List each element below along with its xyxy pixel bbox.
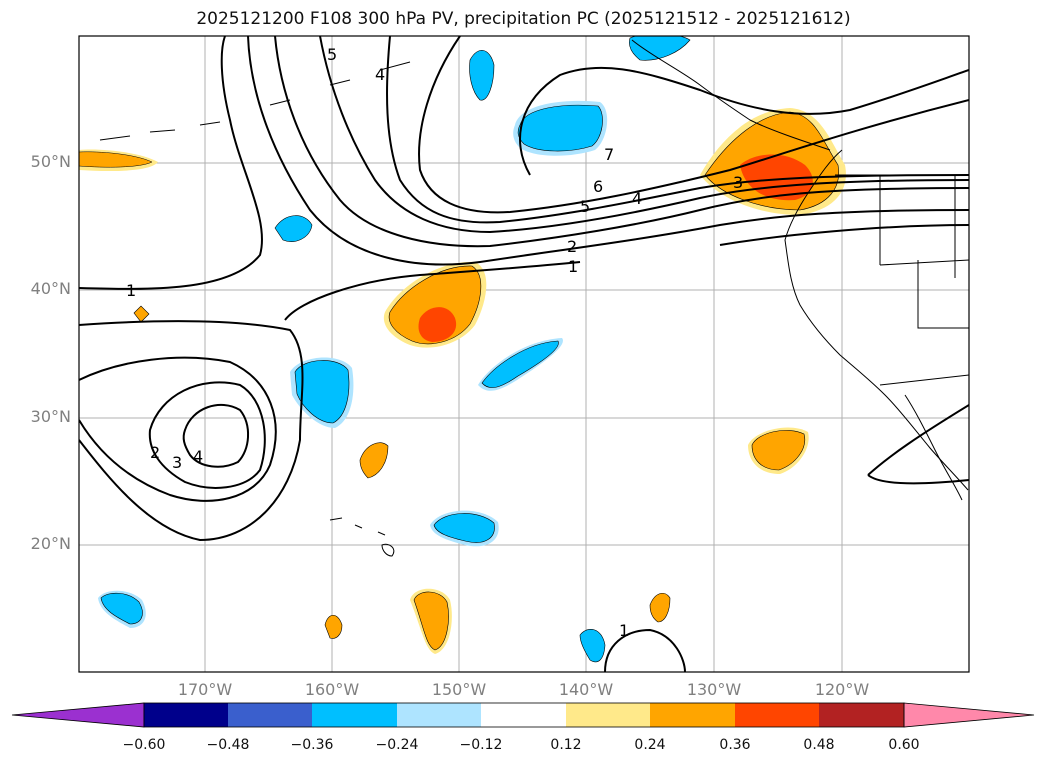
lon-label: 120°W xyxy=(814,680,870,699)
border-us-mexico xyxy=(879,374,969,386)
precip-blob-pos-south-mid xyxy=(413,591,449,651)
colorbar-tick: 0.36 xyxy=(719,737,751,753)
contour-label: 1 xyxy=(568,257,578,276)
colorbar-tick: 0.24 xyxy=(634,737,666,753)
contour-label: 2 xyxy=(150,443,160,462)
precip-blob-pos-dot xyxy=(133,305,150,323)
pv-contours xyxy=(79,36,969,672)
pv-contour-4 xyxy=(319,36,969,234)
precip-blob-pos-west-mid xyxy=(79,151,153,168)
colorbar-segment-neg-060 xyxy=(144,703,228,727)
coast-hawaii xyxy=(329,517,395,557)
colorbar-segment-pos-012 xyxy=(566,703,650,727)
pv-contour-5 xyxy=(386,36,969,224)
precip-blob-neg-20n-mid xyxy=(433,513,495,543)
lat-label: 50°N xyxy=(30,152,71,171)
precip-blob-midpac-high xyxy=(418,307,457,342)
coast-baja xyxy=(904,394,963,501)
colorbar-segment-neutral xyxy=(481,703,566,727)
colorbar-segment-neg-036 xyxy=(312,703,397,727)
border-states xyxy=(879,175,969,329)
precip-blob-neg-south xyxy=(579,628,606,663)
contour-labels: 1 1 1 2 2 3 3 4 4 4 5 5 6 7 xyxy=(126,45,743,640)
contour-label: 4 xyxy=(632,189,642,208)
precip-blob-pos-hawaii-n xyxy=(359,442,389,479)
colorbar-segment-neg-048 xyxy=(228,703,312,727)
contour-label: 3 xyxy=(733,173,743,192)
precip-blob-neg-sw-mid xyxy=(100,592,143,625)
contour-label: 6 xyxy=(593,177,603,196)
lon-label: 160°W xyxy=(304,680,360,699)
pv-contour-1-ne xyxy=(867,404,969,485)
colorbar-extend-left xyxy=(11,702,145,728)
pv-contour-1-east xyxy=(719,224,969,246)
precip-blob-pos-15n-east xyxy=(649,592,671,623)
precip-blob-pos-15n xyxy=(324,614,343,639)
pv-contour-7 xyxy=(519,66,969,176)
colorbar-segment-pos-024 xyxy=(650,703,735,727)
colorbar-tick: 0.12 xyxy=(550,737,582,753)
lon-label: 170°W xyxy=(177,680,233,699)
pv-contour-6 xyxy=(418,36,969,214)
precip-fields xyxy=(79,36,846,663)
pv-contour-2-south xyxy=(79,356,277,502)
precip-blob-pos-30n-east-mid xyxy=(751,430,806,471)
lat-label: 20°N xyxy=(30,534,71,553)
coast-alaska-pen xyxy=(631,39,831,151)
contour-label: 1 xyxy=(619,621,629,640)
precip-blob-neg-alaska xyxy=(629,36,691,61)
contour-label: 3 xyxy=(172,453,182,472)
precip-blob-neg-top xyxy=(469,50,495,101)
chart-title: 2025121200 F108 300 hPa PV, precipitatio… xyxy=(196,9,851,29)
contour-label: 5 xyxy=(580,197,590,216)
coast-na-west xyxy=(784,149,969,491)
precip-blob-neg-35n-mid xyxy=(481,340,559,388)
precip-blob-neg-30n-mid xyxy=(294,360,350,424)
contour-label: 7 xyxy=(604,145,614,164)
pv-contour-1-north xyxy=(79,36,263,290)
colorbar-segment-pos-048 xyxy=(819,703,904,727)
map-frame xyxy=(78,35,970,673)
coastlines xyxy=(99,39,969,557)
contour-label: 4 xyxy=(375,65,385,84)
pv-contour-2 xyxy=(247,36,969,266)
colorbar-tick: −0.60 xyxy=(122,737,166,753)
pv-contour-1-mid xyxy=(284,261,581,321)
lat-label: 30°N xyxy=(30,407,71,426)
coast-aleutians xyxy=(99,61,411,141)
colorbar-extend-right xyxy=(903,702,1035,728)
contour-label: 2 xyxy=(567,237,577,256)
contour-label: 4 xyxy=(193,447,203,466)
colorbar-segment-pos-036 xyxy=(735,703,819,727)
colorbar xyxy=(11,702,1035,728)
pv-contour-3-south xyxy=(148,381,266,489)
colorbar-tick: −0.36 xyxy=(290,737,334,753)
pv-contour-1-south xyxy=(79,320,304,542)
pv-contour-3 xyxy=(274,36,969,248)
colorbar-tick: −0.12 xyxy=(459,737,503,753)
colorbar-tick: 0.60 xyxy=(888,737,920,753)
lat-label: 40°N xyxy=(30,279,71,298)
lon-label: 130°W xyxy=(686,680,742,699)
pv-contour-4-south xyxy=(182,403,249,468)
colorbar-segment-neg-024 xyxy=(397,703,481,727)
colorbar-tick: 0.48 xyxy=(803,737,835,753)
contour-label: 5 xyxy=(327,45,337,64)
colorbar-tick: −0.24 xyxy=(375,737,419,753)
colorbar-outline xyxy=(143,702,905,728)
pv-contour-1-bottom xyxy=(604,628,686,672)
contour-label: 1 xyxy=(126,281,136,300)
colorbar-tick: −0.48 xyxy=(206,737,250,753)
precip-blob-midpac-mid xyxy=(388,265,482,345)
lon-label: 150°W xyxy=(431,680,487,699)
lon-label: 140°W xyxy=(558,680,614,699)
precip-blob-neg-w xyxy=(274,215,313,242)
